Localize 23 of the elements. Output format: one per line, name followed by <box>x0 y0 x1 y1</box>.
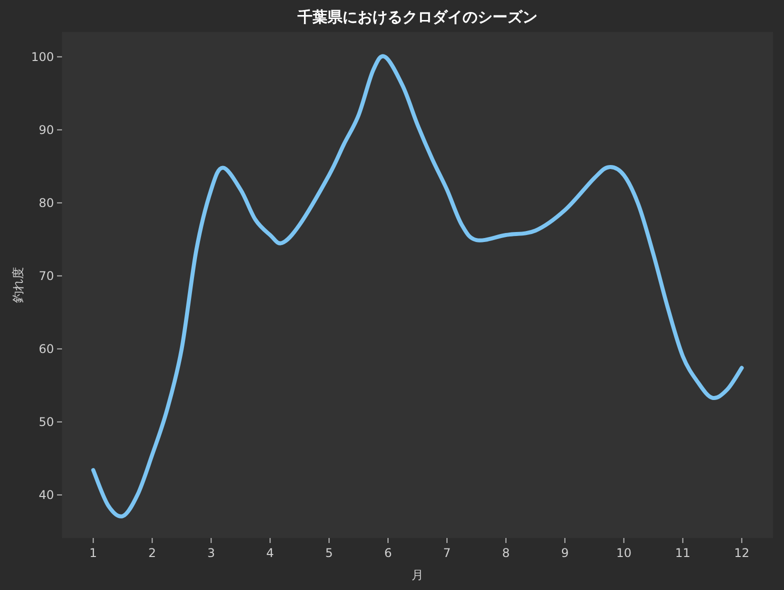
x-axis-title: 月 <box>412 568 424 582</box>
x-tick-label: 12 <box>734 546 750 560</box>
y-axis-title: 釣れ度 <box>11 267 25 303</box>
y-tick-label: 90 <box>38 122 54 137</box>
x-tick-label: 6 <box>384 546 392 560</box>
x-tick-label: 3 <box>207 546 215 560</box>
y-tick-label: 50 <box>38 414 54 429</box>
y-tick-label: 80 <box>38 196 54 210</box>
x-tick-label: 8 <box>502 546 510 560</box>
x-tick-label: 10 <box>616 546 632 560</box>
x-tick-label: 9 <box>561 546 569 560</box>
y-tick-label: 100 <box>31 50 54 64</box>
x-tick-label: 4 <box>266 546 274 560</box>
y-tick-label: 70 <box>38 268 54 283</box>
x-tick-label: 5 <box>325 546 333 560</box>
x-tick-label: 2 <box>148 546 156 560</box>
y-tick-label: 60 <box>38 342 54 356</box>
y-tick-label: 40 <box>38 488 54 502</box>
chart-title: 千葉県におけるクロダイのシーズン <box>296 8 538 26</box>
line-series <box>91 54 744 518</box>
x-tick-label: 1 <box>89 546 98 560</box>
x-tick-label: 7 <box>443 546 451 560</box>
x-tick-label: 11 <box>675 546 690 560</box>
